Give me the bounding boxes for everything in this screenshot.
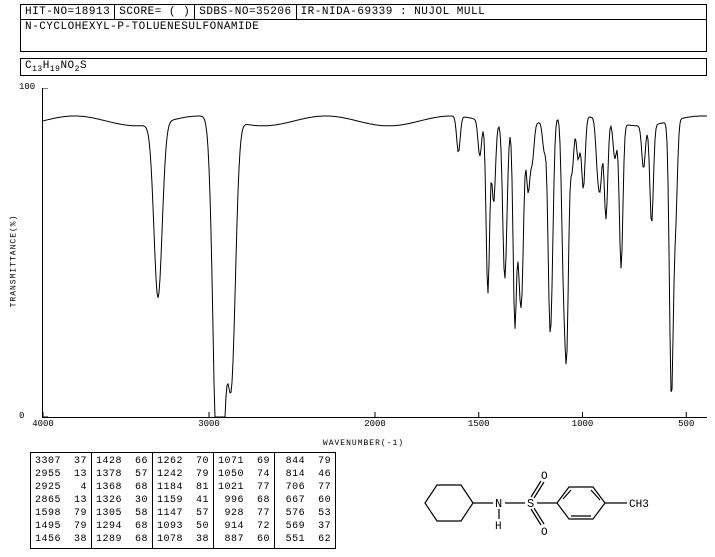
peak-entry: 1021 77 [218, 481, 270, 494]
svg-text:S: S [527, 497, 534, 511]
x-tick: 1500 [468, 419, 490, 429]
plot-region: 40003000200015001000500 0100 [42, 88, 707, 418]
sdbs-no-cell: SDBS-NO=35206 [195, 5, 296, 19]
compound-name: N-CYCLOHEXYL-P-TOLUENESULFONAMIDE [20, 20, 707, 52]
peak-entry: 1326 30 [96, 494, 148, 507]
x-tick: 500 [678, 419, 694, 429]
svg-text:N: N [495, 497, 502, 511]
peak-entry: 1184 81 [157, 481, 209, 494]
spectrum-id-cell: IR-NIDA-69339 : NUJOL MULL [297, 5, 706, 19]
svg-text:H: H [495, 521, 502, 533]
peak-entry: 1428 66 [96, 455, 148, 468]
peak-entry: 1093 50 [157, 520, 209, 533]
y-tick: 100 [19, 82, 35, 92]
peak-entry: 2955 13 [35, 468, 87, 481]
peak-entry: 576 53 [279, 507, 331, 520]
header-row: HIT-NO=18913 SCORE= ( ) SDBS-NO=35206 IR… [20, 4, 707, 20]
peak-entry: 1598 79 [35, 507, 87, 520]
peak-entry: 1242 79 [157, 468, 209, 481]
svg-text:O: O [541, 527, 548, 539]
peak-entry: 914 72 [218, 520, 270, 533]
molecular-structure: N H S O O CH3 [415, 463, 675, 543]
hit-no-cell: HIT-NO=18913 [21, 5, 115, 19]
peak-entry: 1159 41 [157, 494, 209, 507]
y-axis-label: TRANSMITTANCE(%) [10, 215, 19, 308]
molecular-formula: C13H19NO2S [20, 58, 707, 76]
peak-entry: 1305 58 [96, 507, 148, 520]
methyl-label: CH3 [629, 499, 649, 511]
peak-entry: 928 77 [218, 507, 270, 520]
peak-column: 1071 691050 741021 77 996 68 928 77 914 … [214, 453, 275, 548]
peak-column: 844 79 814 46 706 77 667 60 576 53 569 3… [275, 453, 335, 548]
peak-entry: 1147 57 [157, 507, 209, 520]
peak-entry: 1262 70 [157, 455, 209, 468]
peak-entry: 1378 57 [96, 468, 148, 481]
peak-entry: 2865 13 [35, 494, 87, 507]
peak-entry: 551 62 [279, 533, 331, 546]
peak-entry: 996 68 [218, 494, 270, 507]
peak-entry: 569 37 [279, 520, 331, 533]
peak-entry: 2925 4 [35, 481, 87, 494]
peak-entry: 814 46 [279, 468, 331, 481]
peak-entry: 3307 37 [35, 455, 87, 468]
peak-entry: 1456 38 [35, 533, 87, 546]
x-axis-label: WAVENUMBER(-1) [323, 439, 404, 448]
peak-column: 3307 372955 132925 42865 131598 791495 7… [31, 453, 92, 548]
peak-column: 1262 701242 791184 811159 411147 571093 … [153, 453, 214, 548]
ir-spectrum-chart: TRANSMITTANCE(%) 40003000200015001000500… [20, 88, 707, 434]
x-tick: 3000 [198, 419, 220, 429]
score-cell: SCORE= ( ) [115, 5, 195, 19]
peak-entry: 667 60 [279, 494, 331, 507]
peak-table: 3307 372955 132925 42865 131598 791495 7… [30, 452, 336, 549]
spectrum-line [43, 88, 707, 417]
y-tick: 0 [19, 411, 24, 421]
peak-entry: 1071 69 [218, 455, 270, 468]
peak-entry: 844 79 [279, 455, 331, 468]
x-tick: 1000 [572, 419, 594, 429]
peak-entry: 1289 68 [96, 533, 148, 546]
peak-entry: 1050 74 [218, 468, 270, 481]
peak-entry: 887 60 [218, 533, 270, 546]
peak-entry: 706 77 [279, 481, 331, 494]
peak-entry: 1368 68 [96, 481, 148, 494]
peak-column: 1428 661378 571368 681326 301305 581294 … [92, 453, 153, 548]
x-tick: 4000 [32, 419, 54, 429]
peak-entry: 1078 38 [157, 533, 209, 546]
peak-entry: 1495 79 [35, 520, 87, 533]
svg-text:O: O [541, 471, 548, 483]
peak-entry: 1294 68 [96, 520, 148, 533]
x-tick: 2000 [364, 419, 386, 429]
